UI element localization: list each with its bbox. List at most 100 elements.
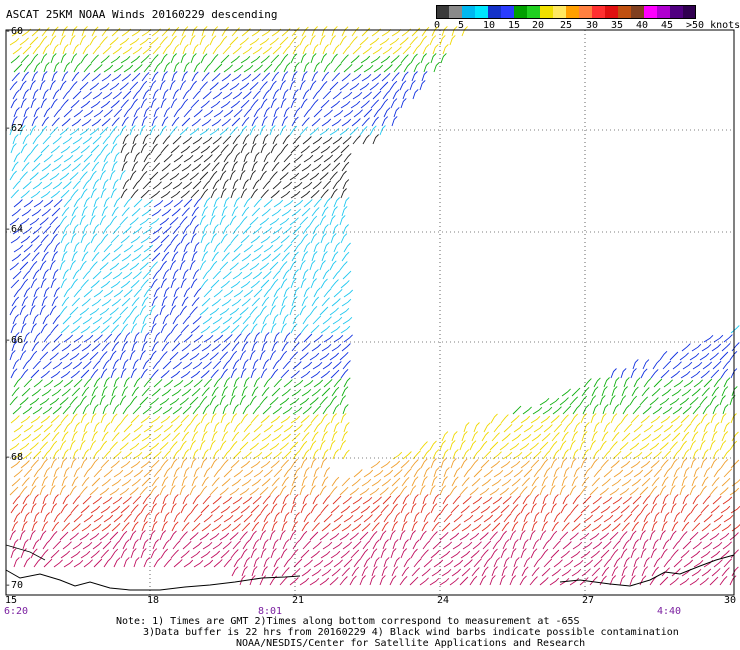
wind-barb bbox=[92, 270, 102, 280]
wind-barb bbox=[310, 278, 317, 289]
wind-barb bbox=[50, 549, 60, 559]
wind-barb bbox=[13, 512, 21, 523]
wind-barb bbox=[72, 44, 79, 55]
wind-barb bbox=[172, 361, 182, 370]
wind-barb bbox=[363, 514, 373, 523]
wind-barb bbox=[290, 370, 300, 379]
wind-barb bbox=[591, 567, 601, 577]
wind-barb bbox=[149, 305, 156, 316]
wind-barb bbox=[60, 233, 68, 244]
wind-barb bbox=[89, 215, 96, 226]
wind-barb bbox=[170, 98, 178, 109]
wind-barb bbox=[633, 424, 643, 433]
wind-barb bbox=[400, 54, 409, 64]
wind-barb bbox=[149, 485, 157, 496]
wind-barb bbox=[110, 100, 120, 109]
wind-barb bbox=[221, 252, 230, 262]
wind-barb bbox=[683, 423, 692, 433]
wind-barb bbox=[210, 325, 221, 334]
wind-barb bbox=[231, 478, 242, 487]
wind-barb bbox=[132, 134, 139, 145]
wind-barb bbox=[280, 415, 291, 424]
wind-barb bbox=[33, 332, 41, 343]
wind-barb bbox=[121, 116, 129, 127]
wind-barb bbox=[253, 513, 262, 523]
wind-barb bbox=[239, 82, 250, 91]
wind-barb bbox=[179, 397, 189, 406]
wind-barb bbox=[112, 404, 120, 415]
colorbar-swatch bbox=[683, 5, 696, 19]
wind-barb bbox=[401, 71, 409, 82]
wind-barb bbox=[290, 458, 299, 469]
wind-barb bbox=[130, 504, 139, 514]
wind-barb bbox=[620, 413, 629, 424]
coastline-east bbox=[559, 554, 735, 587]
wind-barb bbox=[162, 314, 169, 325]
wind-barb bbox=[723, 422, 730, 433]
wind-barb bbox=[133, 288, 142, 298]
wind-barb bbox=[270, 415, 281, 424]
wind-barb bbox=[181, 522, 190, 532]
wind-barb bbox=[503, 423, 513, 433]
wind-barb bbox=[291, 342, 300, 352]
wind-barb bbox=[252, 271, 263, 280]
wind-barb bbox=[201, 206, 209, 217]
wind-barb bbox=[581, 386, 590, 397]
wind-barb bbox=[183, 198, 193, 208]
wind-barb bbox=[343, 153, 352, 163]
wind-barb bbox=[19, 37, 29, 46]
wind-barb bbox=[453, 559, 464, 568]
wind-barb bbox=[62, 181, 72, 190]
wind-barb bbox=[201, 72, 210, 82]
wind-barb bbox=[659, 397, 670, 406]
wind-barb bbox=[710, 505, 720, 514]
wind-barb bbox=[523, 424, 534, 433]
wind-barb bbox=[69, 127, 80, 136]
wind-barb bbox=[300, 324, 309, 334]
wind-barb bbox=[279, 442, 289, 451]
wind-barb bbox=[713, 334, 724, 343]
wind-barb bbox=[393, 557, 400, 568]
wind-barb bbox=[79, 35, 87, 46]
wind-barb bbox=[32, 406, 43, 415]
wind-barb bbox=[223, 289, 234, 298]
wind-barb bbox=[173, 62, 180, 73]
wind-barb bbox=[332, 404, 340, 415]
wind-barb bbox=[371, 116, 379, 127]
wind-barb bbox=[180, 503, 188, 514]
wind-barb bbox=[140, 460, 151, 469]
wind-barb bbox=[272, 226, 283, 235]
wind-barb bbox=[322, 494, 331, 505]
wind-barb bbox=[520, 460, 530, 469]
wind-barb bbox=[490, 505, 501, 514]
wind-barb bbox=[330, 53, 338, 64]
wind-barb bbox=[131, 72, 141, 82]
wind-barb bbox=[19, 397, 29, 406]
wind-barb bbox=[203, 559, 214, 568]
wind-barb bbox=[133, 424, 143, 433]
wind-barb bbox=[132, 46, 143, 55]
wind-barb bbox=[181, 431, 190, 442]
wind-barb bbox=[361, 566, 369, 577]
wind-barb bbox=[69, 81, 78, 91]
wind-barb bbox=[302, 181, 313, 190]
wind-barb bbox=[131, 386, 139, 397]
wind-barb bbox=[341, 206, 348, 217]
wind-barb bbox=[569, 396, 579, 406]
wind-barb bbox=[70, 413, 78, 424]
wind-barb bbox=[300, 503, 307, 514]
wind-barb bbox=[31, 476, 39, 487]
wind-barb bbox=[149, 442, 160, 451]
wind-barb bbox=[80, 145, 90, 154]
wind-barb bbox=[273, 62, 282, 73]
wind-barb bbox=[459, 532, 470, 541]
wind-barb bbox=[291, 251, 299, 262]
wind-barb bbox=[312, 269, 319, 280]
wind-barb bbox=[469, 487, 479, 496]
wind-barb bbox=[360, 548, 369, 559]
wind-barb bbox=[229, 170, 236, 181]
wind-barb bbox=[140, 143, 148, 154]
wind-barb bbox=[100, 549, 110, 559]
wind-barb bbox=[421, 71, 428, 82]
wind-barb bbox=[81, 431, 88, 442]
